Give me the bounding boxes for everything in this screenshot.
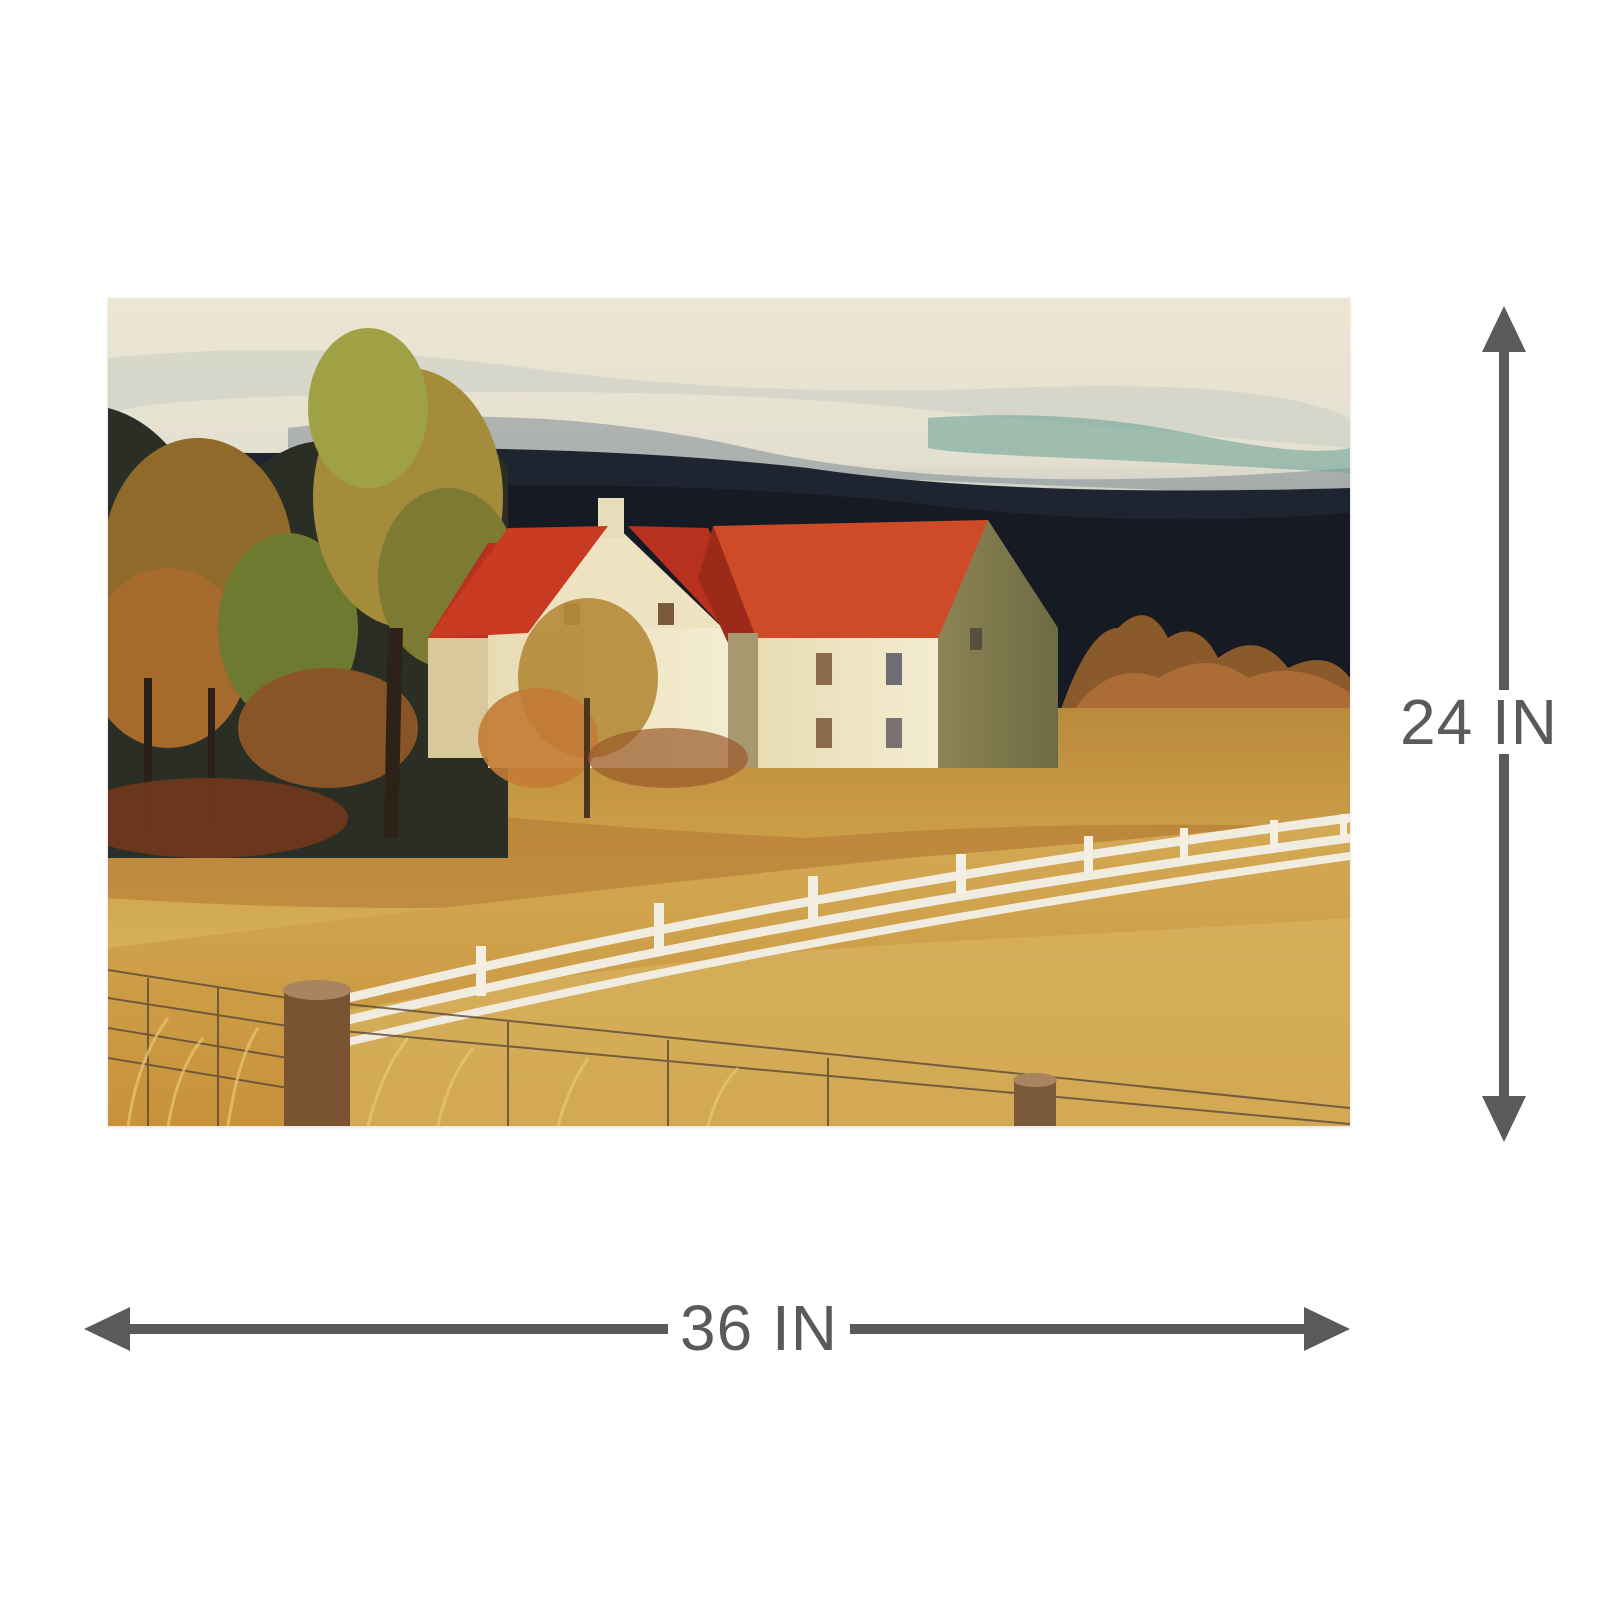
width-dimension-label: 36 IN bbox=[668, 1296, 850, 1360]
painting-canvas bbox=[108, 298, 1350, 1126]
height-dimension-label: 24 IN bbox=[1396, 690, 1562, 754]
farmhouse-landscape-painting-icon bbox=[108, 298, 1350, 1126]
